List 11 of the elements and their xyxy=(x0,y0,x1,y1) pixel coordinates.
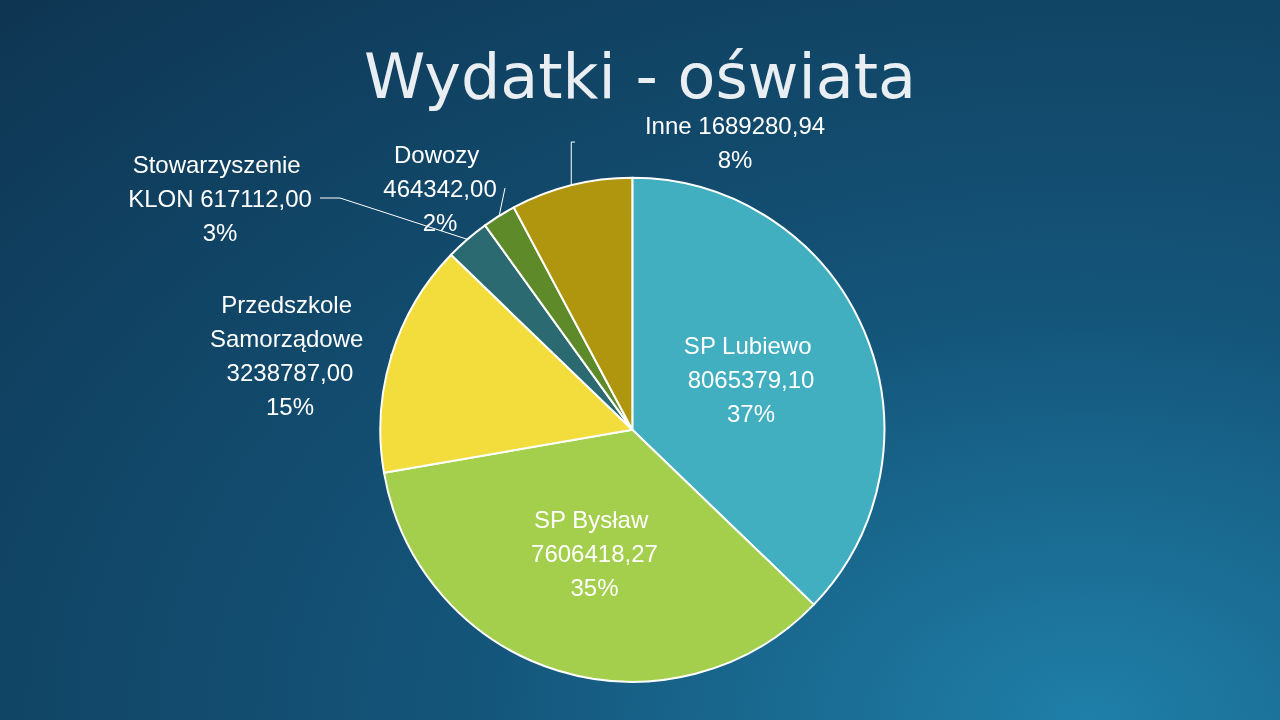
slice-label: Przedszkole Samorządowe xyxy=(209,290,371,352)
slice-label: SP Lubiewo xyxy=(683,331,819,359)
data-label: 3238787,00 15% xyxy=(226,358,354,420)
slice-label: Inne 1689280,94 8% xyxy=(644,111,826,173)
data-label: 8065379,10 37% xyxy=(687,365,815,427)
data-label: 7606418,27 35% xyxy=(531,539,658,601)
chart-title: Wydatki - oświata xyxy=(364,39,916,113)
slice-label: Dowozy xyxy=(393,140,487,168)
slice-label: SP Bysław xyxy=(533,505,655,533)
data-label: 464342,00 2% xyxy=(383,174,497,236)
slice-label: Stowarzyszenie KLON 617112,00 3% xyxy=(128,150,312,246)
